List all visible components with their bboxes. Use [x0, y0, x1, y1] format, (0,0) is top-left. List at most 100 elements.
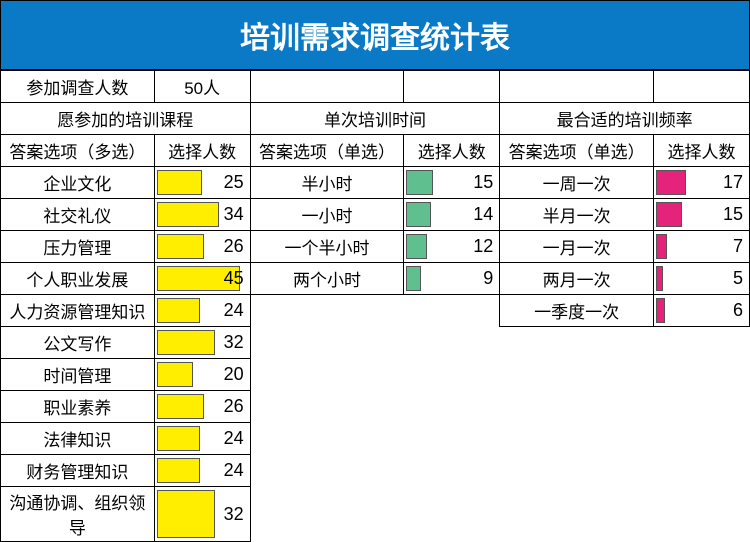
section-header: 单次培训时间: [250, 103, 500, 135]
option-label: 一个半小时: [250, 231, 404, 263]
empty-cell: [653, 359, 749, 391]
option-header: 答案选项（多选）: [1, 135, 155, 167]
bar-value: 5: [733, 263, 743, 294]
survey-table: 参加调查人数50人愿参加的培训课程单次培训时间最合适的培训频率答案选项（多选）选…: [0, 70, 750, 542]
option-label: 时间管理: [1, 359, 155, 391]
empty-cell: [653, 327, 749, 359]
bar-cell: 17: [653, 167, 749, 199]
empty-cell: [404, 327, 500, 359]
bar-cell: 12: [404, 231, 500, 263]
option-label: 职业素养: [1, 391, 155, 423]
bar-value: 6: [733, 295, 743, 326]
option-label: 一小时: [250, 199, 404, 231]
bar-value: 45: [224, 263, 244, 294]
bar-value: 24: [224, 423, 244, 454]
bar-value: 34: [224, 199, 244, 230]
empty-cell: [404, 423, 500, 455]
option-label: 社交礼仪: [1, 199, 155, 231]
option-label: 财务管理知识: [1, 455, 155, 487]
option-label: 两个小时: [250, 263, 404, 295]
bar-value: 14: [473, 199, 493, 230]
empty-cell: [404, 455, 500, 487]
bar-cell: 25: [154, 167, 250, 199]
empty-cell: [250, 455, 404, 487]
bar-value: 20: [224, 359, 244, 390]
option-label: 一季度一次: [500, 295, 654, 327]
empty-cell: [653, 71, 749, 103]
page-title: 培训需求调查统计表: [0, 0, 750, 70]
empty-cell: [404, 359, 500, 391]
count-header: 选择人数: [653, 135, 749, 167]
bar-cell: 20: [154, 359, 250, 391]
option-label: 压力管理: [1, 231, 155, 263]
bar-cell: 26: [154, 391, 250, 423]
bar-cell: 45: [154, 263, 250, 295]
option-label: 半小时: [250, 167, 404, 199]
bar-cell: 14: [404, 199, 500, 231]
empty-cell: [250, 487, 404, 542]
option-label: 个人职业发展: [1, 263, 155, 295]
bar-value: 17: [723, 167, 743, 198]
bar-cell: 24: [154, 423, 250, 455]
bar-value: 15: [723, 199, 743, 230]
empty-cell: [500, 423, 654, 455]
empty-cell: [500, 359, 654, 391]
empty-cell: [500, 71, 654, 103]
bar-value: 26: [224, 391, 244, 422]
option-label: 人力资源管理知识: [1, 295, 155, 327]
bar-value: 24: [224, 455, 244, 486]
section-header: 最合适的培训频率: [500, 103, 750, 135]
option-header: 答案选项（单选）: [500, 135, 654, 167]
option-label: 两月一次: [500, 263, 654, 295]
section-header: 愿参加的培训课程: [1, 103, 251, 135]
option-label: 法律知识: [1, 423, 155, 455]
bar-value: 9: [483, 263, 493, 294]
option-label: 一周一次: [500, 167, 654, 199]
empty-cell: [653, 423, 749, 455]
bar-value: 26: [224, 231, 244, 262]
empty-cell: [653, 391, 749, 423]
empty-cell: [250, 391, 404, 423]
empty-cell: [500, 327, 654, 359]
option-label: 一月一次: [500, 231, 654, 263]
empty-cell: [404, 71, 500, 103]
option-label: 半月一次: [500, 199, 654, 231]
bar-value: 25: [224, 167, 244, 198]
option-label: 企业文化: [1, 167, 155, 199]
empty-cell: [250, 359, 404, 391]
empty-cell: [404, 487, 500, 542]
bar-value: 32: [224, 327, 244, 358]
empty-cell: [250, 423, 404, 455]
count-header: 选择人数: [404, 135, 500, 167]
option-label: 沟通协调、组织领导: [1, 487, 155, 542]
empty-cell: [404, 391, 500, 423]
empty-cell: [250, 295, 404, 327]
bar-cell: 5: [653, 263, 749, 295]
bar-cell: 24: [154, 295, 250, 327]
bar-value: 15: [473, 167, 493, 198]
empty-cell: [500, 455, 654, 487]
option-label: 公文写作: [1, 327, 155, 359]
participants-value: 50人: [154, 71, 250, 103]
bar-cell: 15: [404, 167, 500, 199]
bar-cell: 32: [154, 487, 250, 542]
bar-cell: 9: [404, 263, 500, 295]
empty-cell: [653, 455, 749, 487]
count-header: 选择人数: [154, 135, 250, 167]
bar-cell: 34: [154, 199, 250, 231]
bar-value: 24: [224, 295, 244, 326]
bar-cell: 15: [653, 199, 749, 231]
participants-label: 参加调查人数: [1, 71, 155, 103]
bar-value: 7: [733, 231, 743, 262]
bar-cell: 7: [653, 231, 749, 263]
bar-cell: 32: [154, 327, 250, 359]
empty-cell: [500, 487, 654, 542]
empty-cell: [404, 295, 500, 327]
empty-cell: [653, 487, 749, 542]
option-header: 答案选项（单选）: [250, 135, 404, 167]
bar-value: 32: [224, 487, 244, 541]
empty-cell: [500, 391, 654, 423]
bar-cell: 6: [653, 295, 749, 327]
bar-value: 12: [473, 231, 493, 262]
bar-cell: 24: [154, 455, 250, 487]
